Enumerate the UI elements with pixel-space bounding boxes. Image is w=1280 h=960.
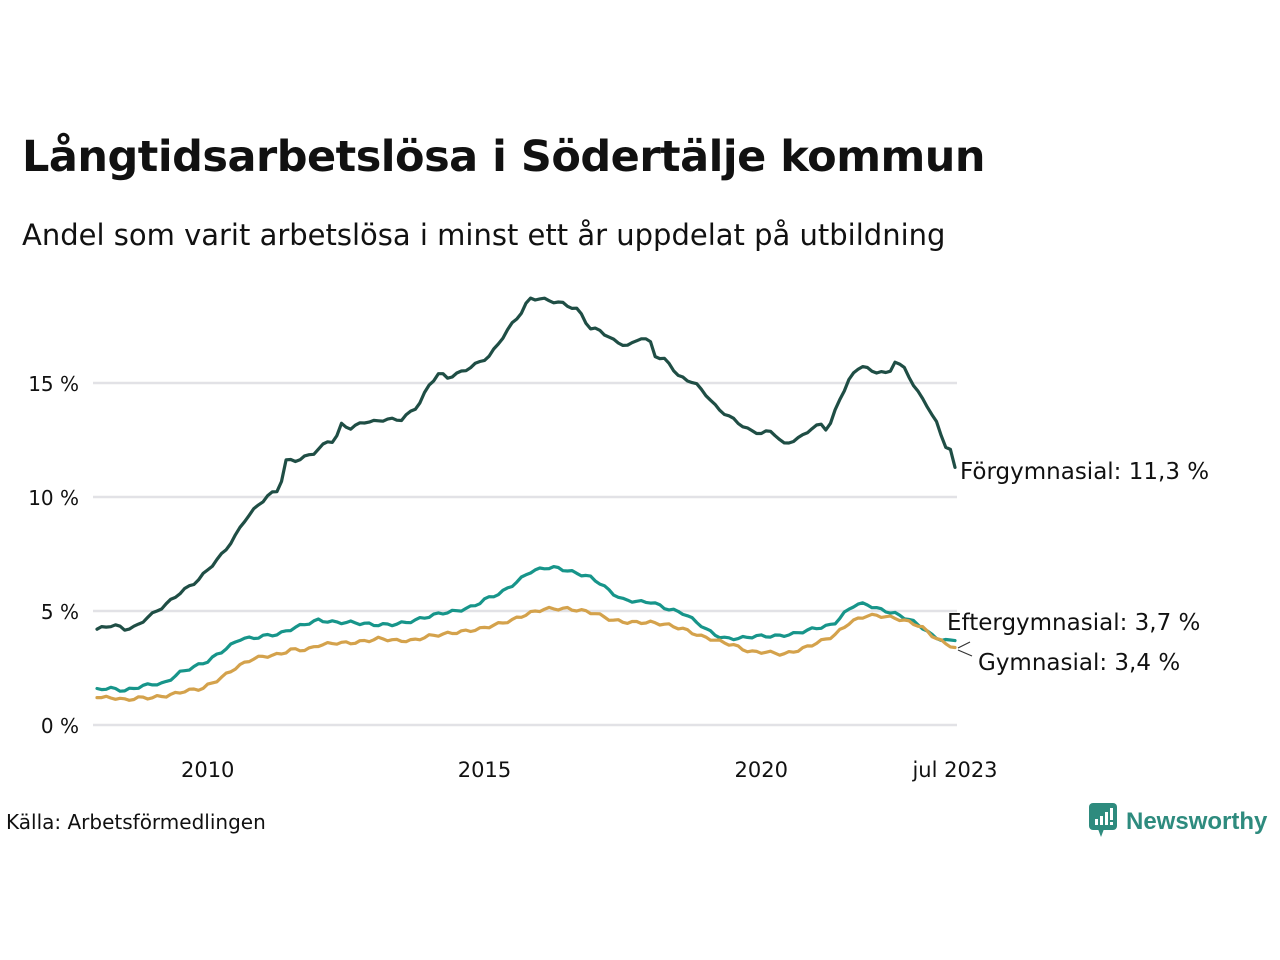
source-note: Källa: Arbetsförmedlingen [6,810,266,834]
y-axis-ticks: 0 % 5 % 10 % 15 % [28,372,79,738]
series-line-gymnasial [95,605,957,702]
bar-chart-speech-bubble-icon [1088,802,1118,842]
y-tick-label: 5 % [41,600,79,624]
x-axis-ticks: 2010 2015 2020 jul 2023 [181,758,998,782]
end-label-förgymnasial: Förgymnasial: 11,3 % [960,459,1209,485]
x-tick-label: 2020 [735,758,788,782]
y-tick-label: 15 % [28,372,79,396]
label-connector [957,641,971,649]
newsworthy-logo[interactable]: Newsworthy [1088,802,1267,842]
chart-title: Långtidsarbetslösa i Södertälje kommun [22,132,986,182]
x-tick-label: 2010 [181,758,234,782]
end-labels: Förgymnasial: 11,3 % Eftergymnasial: 3,7 … [947,459,1209,676]
series-line-eftergymnasial [95,565,957,693]
x-tick-label: jul 2023 [911,758,997,782]
brand-name: Newsworthy [1126,808,1268,835]
end-label-gymnasial: Gymnasial: 3,4 % [978,650,1180,676]
chart-subtitle: Andel som varit arbetslösa i minst ett å… [22,218,946,252]
gridlines [93,381,957,727]
label-connector [957,649,973,657]
y-tick-label: 10 % [28,486,79,510]
x-tick-label: 2015 [458,758,511,782]
end-label-eftergymnasial: Eftergymnasial: 3,7 % [947,610,1200,636]
y-tick-label: 0 % [41,714,79,738]
series-lines [95,296,957,702]
series-line-förgymnasial [95,296,957,632]
